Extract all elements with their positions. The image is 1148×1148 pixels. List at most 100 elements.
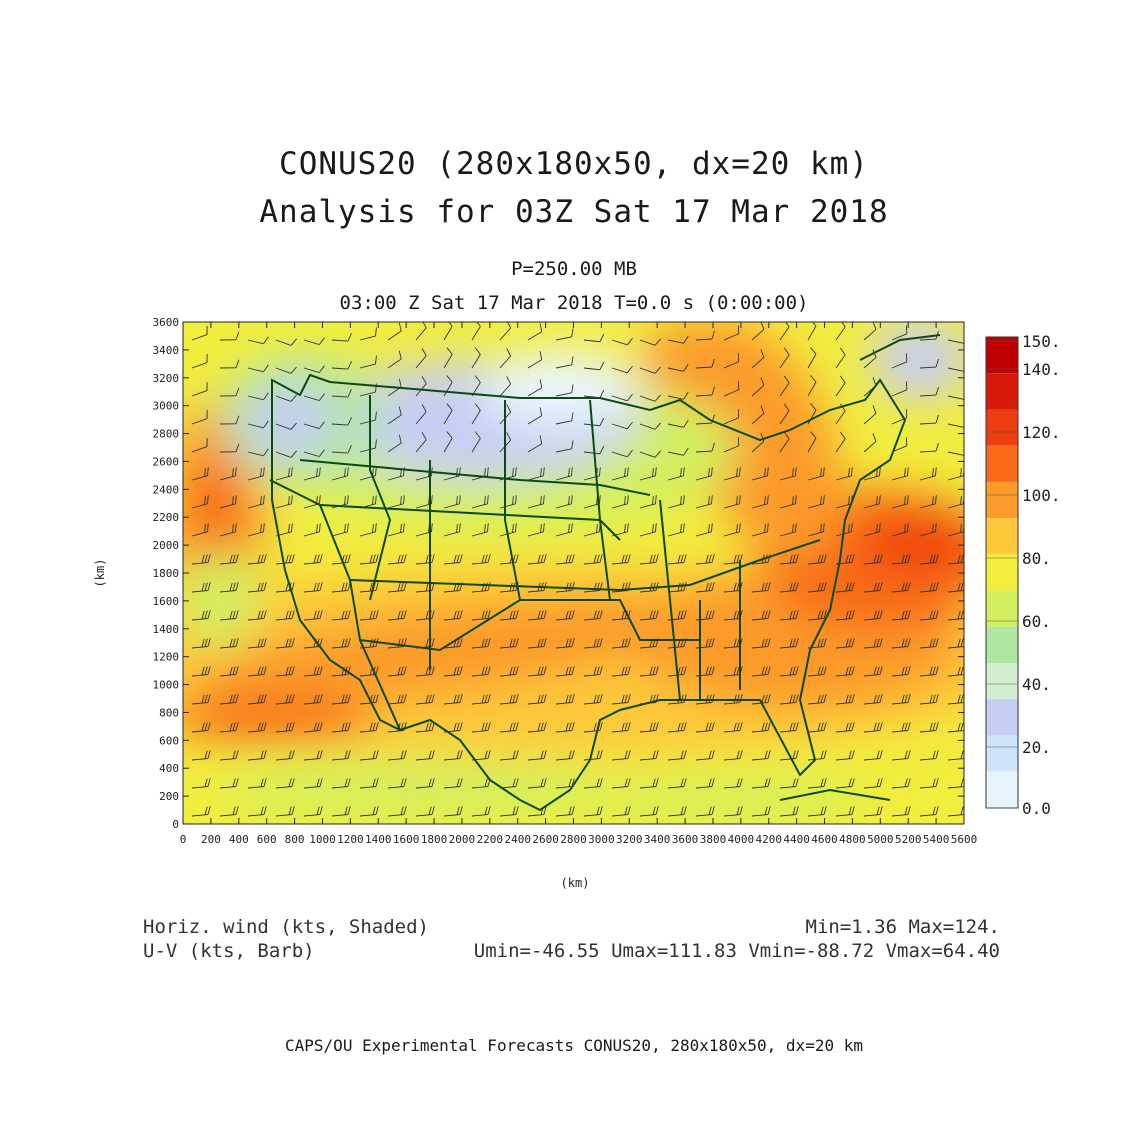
- wind-barb: [275, 806, 295, 817]
- wind-barb: [947, 335, 964, 344]
- wind-barb: [247, 523, 265, 537]
- wind-barb: [583, 389, 605, 399]
- wind-barb: [191, 778, 211, 789]
- wind-barb: [835, 495, 853, 509]
- wind-barb: [751, 495, 769, 509]
- wind-barb: [303, 722, 323, 733]
- wind-barb: [247, 638, 267, 649]
- wind-barb: [555, 523, 573, 537]
- wind-barb: [275, 694, 295, 705]
- wind-barb: [387, 350, 402, 369]
- wind-barb: [919, 414, 939, 425]
- wind-barb: [471, 610, 491, 621]
- wind-barb: [695, 610, 715, 621]
- wind-barb: [443, 666, 463, 677]
- wind-barb: [667, 554, 687, 565]
- wind-barb: [247, 420, 269, 429]
- wind-barb: [611, 365, 633, 374]
- wind-barb: [415, 750, 435, 761]
- wind-barb: [415, 694, 435, 705]
- wind-barb: [751, 806, 771, 817]
- wind-barb: [527, 351, 543, 369]
- wind-barb: [191, 610, 211, 621]
- wind-barb: [415, 778, 435, 789]
- wind-barb: [359, 554, 379, 565]
- wind-barb: [331, 806, 351, 817]
- wind-barb: [219, 443, 240, 453]
- x-tick-label: 1800: [421, 833, 448, 846]
- wind-barb: [443, 431, 453, 453]
- wind-barb: [751, 349, 765, 369]
- wind-barb: [303, 449, 325, 457]
- wind-barb: [723, 325, 740, 341]
- credit-line: CAPS/OU Experimental Forecasts CONUS20, …: [285, 1036, 863, 1055]
- wind-barb: [667, 335, 689, 344]
- wind-barb: [191, 523, 209, 537]
- wind-barb: [723, 381, 740, 397]
- wind-barb: [891, 806, 911, 817]
- wind-barb: [947, 610, 964, 621]
- wind-barb: [247, 806, 267, 817]
- wind-barb: [779, 554, 799, 565]
- wind-barb: [415, 495, 433, 509]
- x-tick-label: 3000: [588, 833, 615, 846]
- wind-barb: [499, 376, 512, 397]
- wind-barb: [947, 419, 964, 428]
- wind-barb: [219, 722, 239, 733]
- wind-barb: [751, 694, 771, 705]
- wind-barb: [331, 417, 352, 426]
- colorbar-segment: [986, 481, 1018, 519]
- wind-barb: [807, 322, 817, 341]
- y-tick-label: 2800: [153, 428, 180, 441]
- plot-title: CONUS20 (280x180x50, dx=20 km): [279, 146, 869, 182]
- wind-barb: [359, 694, 379, 705]
- wind-barb: [443, 750, 463, 761]
- x-tick-label: 2800: [560, 833, 587, 846]
- wind-barb: [415, 432, 427, 453]
- wind-barb: [303, 554, 323, 565]
- wind-barb: [191, 554, 211, 565]
- wind-speed-shading: [183, 322, 964, 824]
- wind-barb: [751, 610, 771, 621]
- uv-range-readout: Umin=-46.55 Umax=111.83 Vmin=-88.72 Vmax…: [473, 940, 1000, 962]
- wind-barb: [863, 806, 883, 817]
- wind-barb: [863, 750, 883, 761]
- colorbar-segment: [986, 337, 1018, 374]
- wind-barb: [331, 445, 352, 454]
- wind-barb: [919, 442, 939, 453]
- wind-barb: [387, 322, 402, 341]
- wind-barb: [779, 375, 790, 397]
- wind-barb: [723, 638, 743, 649]
- wind-barb: [667, 363, 689, 372]
- wind-barb: [527, 379, 543, 397]
- wind-barb: [499, 523, 517, 537]
- wind-barb: [695, 554, 715, 565]
- wind-barb: [527, 610, 547, 621]
- wind-barb: [695, 386, 715, 397]
- wind-barb: [807, 806, 827, 817]
- wind-barb: [499, 582, 519, 593]
- wind-barb: [751, 554, 771, 565]
- wind-barb: [275, 778, 295, 789]
- wind-barb: [275, 338, 297, 346]
- wind-barb: [191, 495, 209, 509]
- wind-barb: [527, 638, 547, 649]
- x-tick-label: 4600: [811, 833, 838, 846]
- wind-barb: [695, 666, 715, 677]
- wind-barb: [527, 323, 543, 341]
- wind-barb: [919, 467, 937, 481]
- wind-barb: [443, 722, 463, 733]
- wind-barb: [247, 364, 269, 373]
- wind-barb: [779, 467, 797, 481]
- wind-barb: [723, 467, 741, 481]
- wind-barb: [471, 467, 489, 481]
- x-tick-label: 2400: [504, 833, 531, 846]
- y-tick-label: 200: [159, 790, 179, 803]
- wind-barb: [443, 806, 463, 817]
- wind-barb: [359, 467, 377, 481]
- wind-barb: [891, 750, 911, 761]
- wind-barb: [751, 377, 765, 397]
- wind-barb: [443, 610, 463, 621]
- wind-barb: [359, 355, 377, 369]
- wind-barb: [247, 610, 267, 621]
